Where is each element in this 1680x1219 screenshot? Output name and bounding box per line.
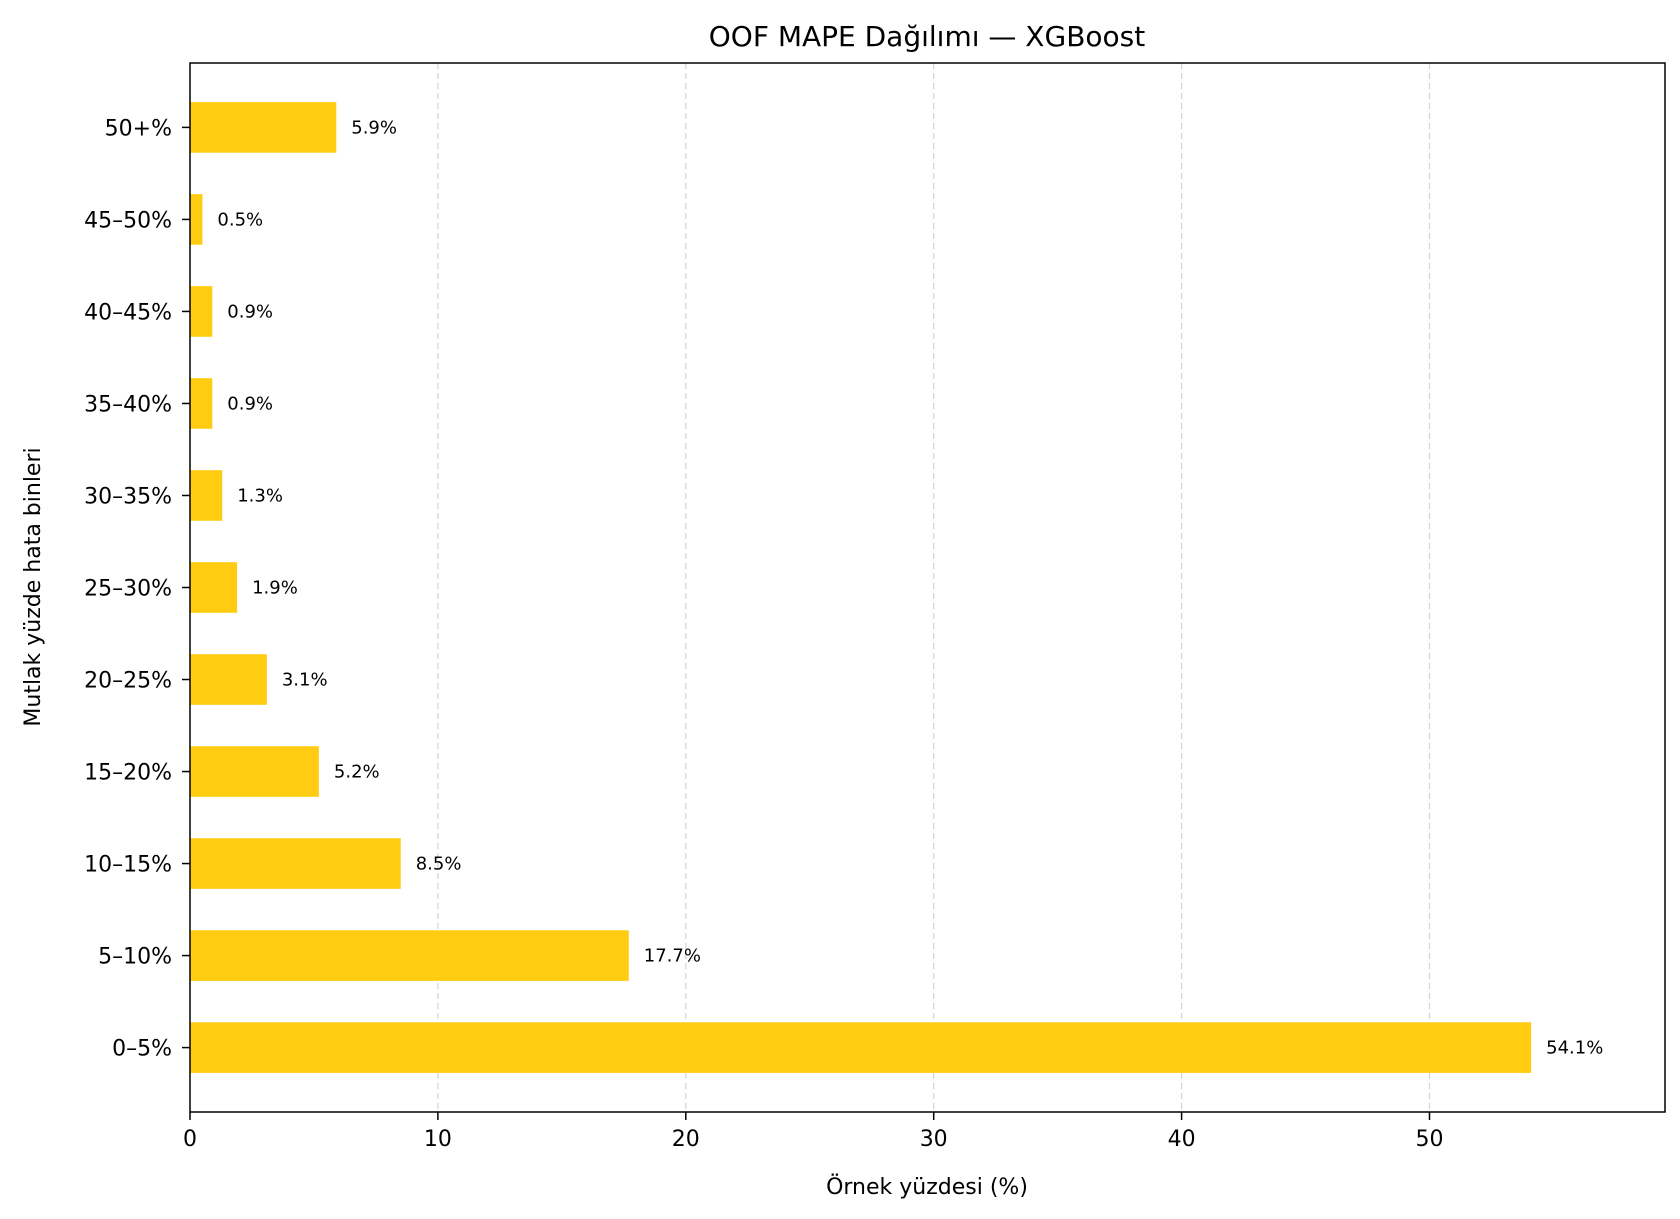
x-axis-title: Örnek yüzdesi (%) <box>826 1174 1028 1200</box>
y-axis-title: Mutlak yüzde hata binleri <box>21 447 46 726</box>
y-tick-label: 0–5% <box>112 1037 172 1062</box>
bar-value-label: 5.9% <box>351 117 397 138</box>
bar-value-label: 1.9% <box>252 578 298 599</box>
bar <box>190 378 213 429</box>
y-tick-label: 5–10% <box>98 945 172 970</box>
y-axis: 0–5% 5–10% 10–15% 15–20% 20–25% 25–30% 30–35% 3… <box>84 116 190 1062</box>
y-tick-label: 40–45% <box>84 300 172 325</box>
bar-value-label: 0.9% <box>227 301 273 322</box>
y-tick-label: 30–35% <box>84 484 172 509</box>
bar-value-label: 8.5% <box>416 854 462 875</box>
bar-value-label: 17.7% <box>644 946 701 967</box>
bar <box>190 746 319 797</box>
bar-value-label: 0.9% <box>227 393 273 414</box>
bar <box>190 930 629 981</box>
y-tick-label: 35–40% <box>84 392 172 417</box>
chart-title: OOF MAPE Dağılımı — XGBoost <box>709 20 1145 53</box>
x-tick-label: 0 <box>183 1127 197 1152</box>
y-tick-label: 25–30% <box>84 577 172 602</box>
bar-value-label: 5.2% <box>334 762 380 783</box>
x-tick-label: 10 <box>424 1127 452 1152</box>
x-axis: 0 10 20 30 40 50 <box>183 1112 1443 1152</box>
y-tick-label: 20–25% <box>84 669 172 694</box>
x-tick-label: 30 <box>920 1127 948 1152</box>
bar <box>190 286 213 337</box>
bar-value-label: 54.1% <box>1546 1038 1603 1059</box>
x-tick-label: 50 <box>1415 1127 1443 1152</box>
bar-value-label: 1.3% <box>237 485 283 506</box>
y-tick-label: 50+% <box>105 116 172 141</box>
x-tick-label: 20 <box>672 1127 700 1152</box>
y-tick-label: 10–15% <box>84 853 172 878</box>
data-labels: 54.1% 17.7% 8.5% 5.2% 3.1% 1.9% 1.3% 0.9% 0.9% 0.… <box>217 117 1603 1058</box>
bars <box>190 102 1532 1073</box>
bar <box>190 838 401 889</box>
bar <box>190 654 267 705</box>
bar <box>190 194 203 245</box>
y-tick-label: 15–20% <box>84 761 172 786</box>
bar <box>190 1022 1532 1073</box>
x-tick-label: 40 <box>1168 1127 1196 1152</box>
bar-value-label: 3.1% <box>282 670 328 691</box>
bar <box>190 102 337 153</box>
bar <box>190 562 238 613</box>
y-tick-label: 45–50% <box>84 208 172 233</box>
bar <box>190 470 223 521</box>
bar-value-label: 0.5% <box>217 209 263 230</box>
